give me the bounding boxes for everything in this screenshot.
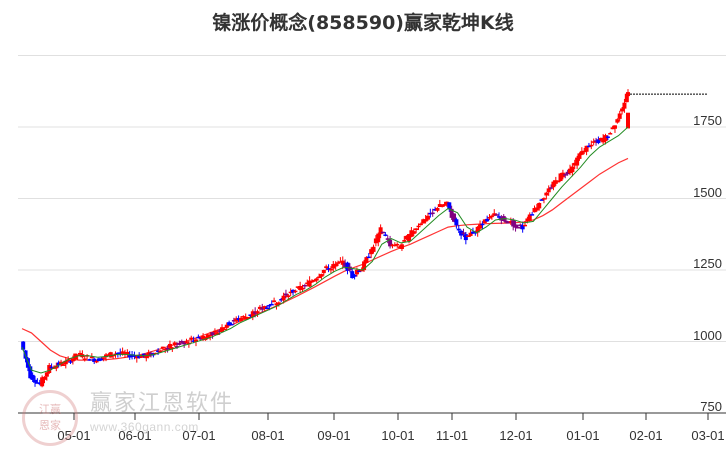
x-tick-label: 06-01 <box>118 428 152 443</box>
candlesticks <box>21 92 630 388</box>
x-tick-label: 11-01 <box>435 428 469 443</box>
x-tick-label: 01-01 <box>566 428 600 443</box>
y-tick-label: 1250 <box>693 256 722 271</box>
x-tick-label: 02-01 <box>629 428 663 443</box>
chart-title: 镍涨价概念(858590)赢家乾坤K线 <box>212 12 514 34</box>
gridlines <box>18 55 726 342</box>
x-tick-label: 12-01 <box>499 428 533 443</box>
x-tick-label: 07-01 <box>182 428 216 443</box>
watermark-brand: 赢家江恩软件 <box>90 391 235 416</box>
y-tick-label: 1500 <box>693 184 722 200</box>
ma-long-line <box>21 157 629 361</box>
ma-short-line <box>21 126 629 374</box>
x-tick-label: 08-01 <box>251 428 285 443</box>
y-tick-label: 1000 <box>693 327 722 343</box>
x-tick-label: 09-01 <box>317 428 351 443</box>
watermark-url: www.360gann.com <box>90 420 199 434</box>
x-tick-label: 10-01 <box>381 428 415 443</box>
y-tick-label: 750 <box>700 399 722 414</box>
x-axis <box>18 412 726 420</box>
last-price-marker <box>626 89 708 100</box>
x-tick-label: 03-01 <box>691 428 725 443</box>
watermark-seal-icon: 江赢恩家 <box>22 390 78 446</box>
watermark-seal-text: 江赢恩家 <box>39 404 61 432</box>
y-tick-label: 1750 <box>693 113 722 128</box>
